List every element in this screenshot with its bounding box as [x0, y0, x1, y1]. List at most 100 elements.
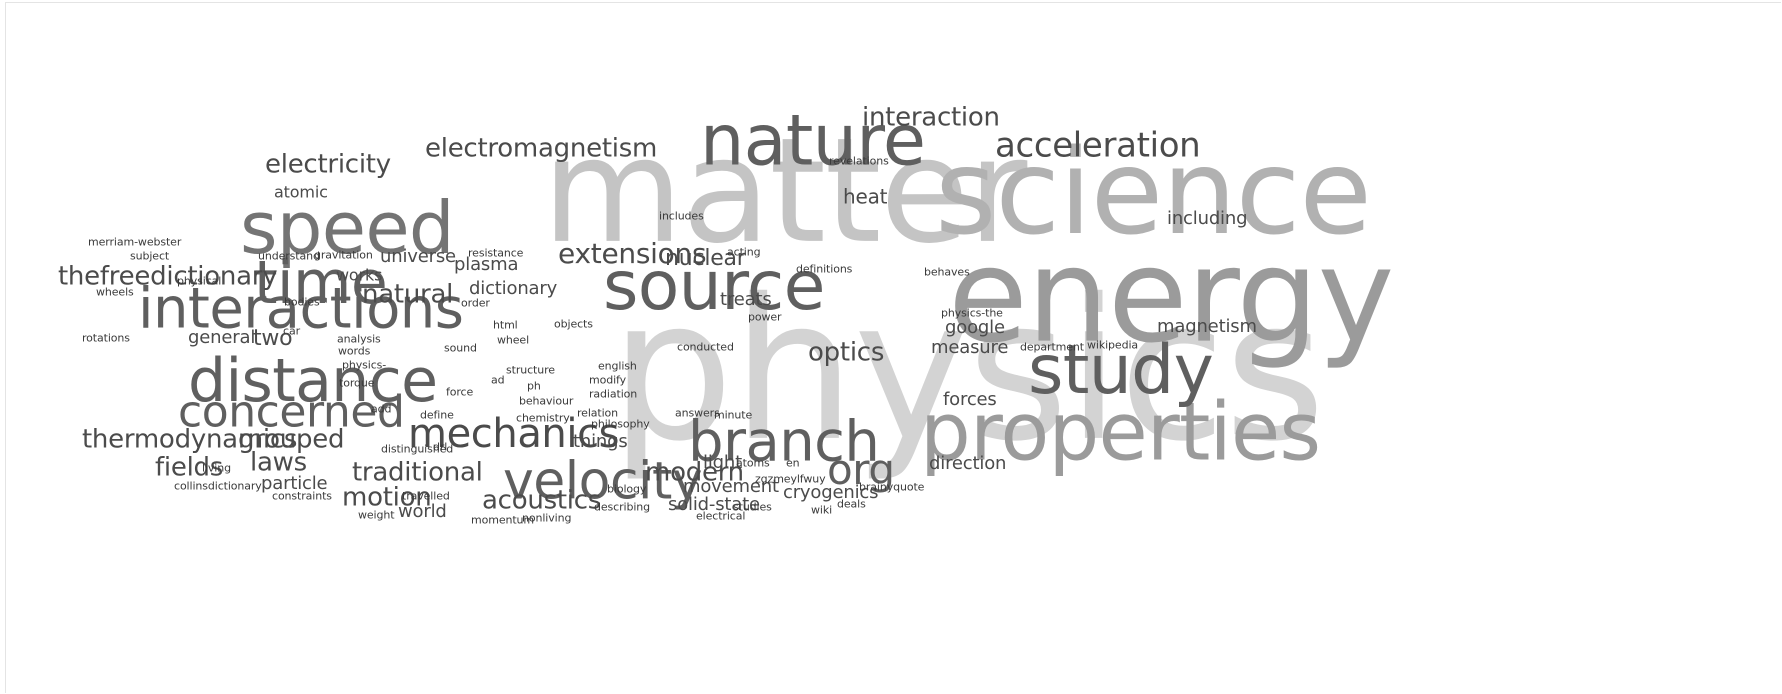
- cloud-word-electrical: electrical: [696, 509, 746, 523]
- cloud-word-english: english: [598, 359, 637, 373]
- cloud-word-study: study: [1028, 330, 1214, 410]
- cloud-word-resistance: resistance: [468, 246, 524, 260]
- cloud-word-bodies: bodies: [284, 295, 320, 309]
- cloud-word-gravitation: gravitation: [314, 248, 373, 262]
- cloud-word-works: works: [336, 265, 383, 285]
- cloud-word-weight: weight: [358, 508, 395, 522]
- cloud-word-physics-the: physics-the: [941, 306, 1003, 320]
- cloud-word-revelations: revelations: [829, 154, 889, 168]
- cloud-word-physics: physics: [610, 256, 1326, 484]
- cloud-word-analysis: analysis: [337, 332, 381, 346]
- cloud-word-magnetism: magnetism: [1157, 315, 1257, 337]
- cloud-word-mechanics: mechanics: [408, 410, 620, 457]
- cloud-word-collinsdictionary: collinsdictionary: [174, 479, 262, 493]
- cloud-word-heat: heat: [843, 184, 888, 209]
- cloud-word-branch: branch: [688, 409, 880, 475]
- cloud-word-relation: relation: [577, 406, 619, 420]
- cloud-word-optics: optics: [808, 337, 885, 368]
- cloud-word-includes: includes: [659, 209, 704, 223]
- cloud-word-grouped: grouped: [238, 424, 345, 455]
- cloud-word-answers: answers: [675, 406, 720, 420]
- cloud-word-nature: nature: [700, 99, 926, 182]
- cloud-word-objects: objects: [554, 317, 593, 331]
- cloud-word-zgzmeylfwuy: zgzmeylfwuy: [755, 472, 826, 486]
- cloud-word-things: things: [573, 430, 628, 452]
- cloud-frame: [5, 2, 1781, 693]
- cloud-word-department: department: [1020, 340, 1084, 354]
- cloud-word-motion: motion: [342, 482, 432, 513]
- cloud-word-behaviour: behaviour: [519, 394, 574, 408]
- cloud-word-sound: sound: [444, 341, 477, 355]
- cloud-word-time: time: [254, 248, 388, 319]
- cloud-word-chemistry: chemistry: [516, 411, 570, 425]
- cloud-word-brainyquote: brainyquote: [859, 480, 925, 494]
- cloud-word-html: html: [493, 318, 518, 332]
- cloud-word-plasma: plasma: [454, 253, 519, 275]
- cloud-word-car: car: [283, 324, 300, 338]
- cloud-word-source: source: [603, 246, 825, 326]
- cloud-word-thefreedictionary: thefreedictionary: [58, 261, 278, 292]
- cloud-word-movement: movement: [683, 475, 779, 497]
- cloud-word-living: living: [202, 461, 231, 475]
- cloud-word-atoms: atoms: [736, 456, 770, 470]
- cloud-word-modern: modern: [645, 457, 744, 488]
- cloud-word-ad: ad: [491, 373, 505, 387]
- cloud-word-torque: torque: [339, 376, 375, 390]
- cloud-word-fields: fields: [155, 452, 224, 483]
- cloud-word-acting: acting: [727, 245, 761, 259]
- cloud-word-direction: direction: [929, 452, 1007, 474]
- cloud-word-deals: deals: [837, 497, 866, 511]
- cloud-word-treats: treats: [720, 288, 772, 310]
- cloud-word-forces: forces: [943, 388, 997, 410]
- cloud-word-speed: speed: [240, 185, 455, 270]
- cloud-word-universe: universe: [380, 245, 456, 267]
- cloud-word-force: force: [446, 385, 474, 399]
- cloud-word-solid-state: solid-state: [668, 493, 760, 515]
- cloud-word-order: order: [461, 296, 490, 310]
- cloud-word-physics-: physics-: [342, 358, 387, 372]
- cloud-word-acceleration: acceleration: [995, 125, 1201, 166]
- cloud-word-traditional: traditional: [352, 457, 483, 488]
- cloud-word-extensions: extensions: [558, 237, 707, 271]
- cloud-word-world: world: [398, 500, 447, 522]
- cloud-word-radiation: radiation: [589, 387, 638, 401]
- cloud-word-power: power: [748, 310, 782, 324]
- cloud-word-two: two: [253, 325, 293, 351]
- cloud-word-add: add: [371, 402, 392, 416]
- cloud-word-define: define: [420, 408, 454, 422]
- cloud-word-en: en: [786, 456, 800, 470]
- cloud-word-minute: minute: [714, 408, 753, 422]
- cloud-word-energy: energy: [948, 219, 1394, 372]
- cloud-word-science: science: [935, 122, 1372, 261]
- cloud-word-natural: natural: [362, 279, 454, 310]
- cloud-word-measure: measure: [931, 336, 1009, 358]
- cloud-word-drl: drl: [433, 440, 448, 454]
- cloud-word-dictionary: dictionary: [469, 277, 558, 299]
- cloud-word-wiki: wiki: [811, 503, 833, 517]
- cloud-word-wheel: wheel: [497, 333, 530, 347]
- cloud-word-particle: particle: [261, 472, 328, 494]
- cloud-word-distance: distance: [188, 346, 438, 417]
- cloud-word-atomic: atomic: [274, 182, 328, 202]
- cloud-word-studies: studies: [733, 500, 772, 514]
- cloud-word-cryogenics: cryogenics: [783, 481, 879, 503]
- cloud-word-concerned: concerned: [178, 386, 405, 438]
- cloud-word-subject: subject: [130, 249, 170, 263]
- cloud-word-interactions: interactions: [138, 276, 464, 342]
- cloud-word-biology: biology: [607, 482, 647, 496]
- cloud-word-nuclear: nuclear: [665, 245, 746, 271]
- cloud-word-merriam-webster: merriam-webster: [88, 235, 182, 249]
- cloud-word-nonliving: nonliving: [522, 511, 572, 525]
- cloud-word-interaction: interaction: [862, 102, 1000, 133]
- cloud-word-velocity: velocity: [503, 451, 703, 512]
- cloud-word-rotations: rotations: [82, 331, 130, 345]
- cloud-word-definitions: definitions: [796, 262, 853, 276]
- cloud-word-wikipedia: wikipedia: [1087, 338, 1139, 352]
- cloud-word-understand: understand: [258, 249, 320, 263]
- cloud-word-general: general: [188, 326, 256, 348]
- cloud-word-conducted: conducted: [677, 340, 734, 354]
- cloud-word-constraints: constraints: [272, 489, 332, 503]
- cloud-word-acoustics: acoustics: [482, 485, 602, 516]
- cloud-word-org: org: [827, 445, 895, 495]
- cloud-word-describing: describing: [594, 500, 651, 514]
